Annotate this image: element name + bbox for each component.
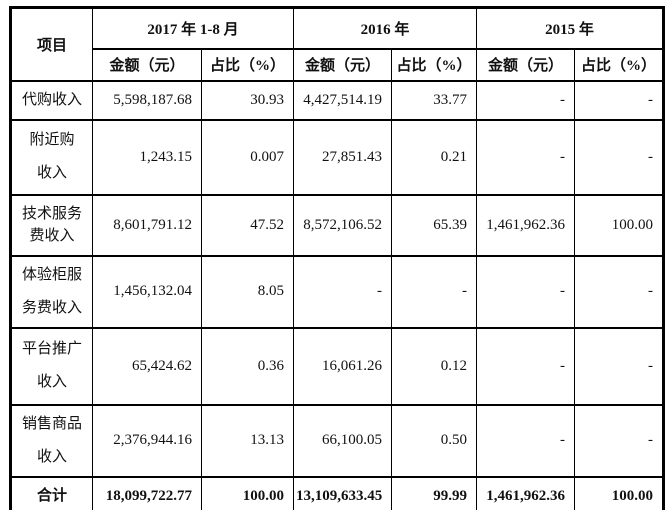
amount-cell: - [476,254,576,329]
ratio-cell: - [390,254,478,329]
total-ratio-cell: 100.00 [201,475,294,510]
ratio-cell: 0.12 [390,326,478,406]
amount-cell: 65,424.62 [92,326,202,406]
ratio-cell: 13.13 [201,403,294,478]
table-row: 销售商品 收入 2,376,944.16 13.13 66,100.05 0.5… [10,403,665,478]
header-amount-2015: 金额（元） [476,47,576,82]
amount-cell: 27,851.43 [293,118,392,196]
total-ratio-cell: 99.99 [390,475,478,510]
header-period-2017: 2017 年 1-8 月 [92,6,294,50]
row-label: 销售商品 收入 [10,403,93,478]
row-label: 体验柜服 务费收入 [10,254,93,329]
amount-cell: 1,456,132.04 [92,254,202,329]
table-row: 体验柜服 务费收入 1,456,132.04 8.05 - - - - [10,254,665,329]
ratio-cell: 8.05 [201,254,294,329]
header-row-measures: 金额（元） 占比（%） 金额（元） 占比（%） 金额（元） 占比（%） [11,47,665,82]
header-amount-2017: 金额（元） [92,47,202,82]
amount-cell: - [293,254,392,329]
table-row: 技术服务 费收入 8,601,791.12 47.52 8,572,106.52… [10,193,665,257]
row-label: 代购收入 [10,79,93,121]
header-ratio-2017: 占比（%） [201,47,294,82]
header-amount-2016: 金额（元） [293,47,392,82]
amount-cell: 8,601,791.12 [92,193,202,257]
amount-cell: - [476,326,576,406]
revenue-breakdown-table: 项目 2017 年 1-8 月 2016 年 2015 年 金额（元） 占比（%… [9,6,666,510]
ratio-cell: 30.93 [201,79,294,121]
ratio-cell: - [574,79,665,121]
ratio-cell: - [574,326,665,406]
amount-cell: 66,100.05 [293,403,392,478]
row-label: 附近购 收入 [10,118,93,196]
header-period-2015: 2015 年 [476,6,665,50]
total-ratio-cell: 100.00 [574,475,665,510]
ratio-cell: - [574,118,665,196]
amount-cell: 2,376,944.16 [92,403,202,478]
amount-cell: 1,243.15 [92,118,202,196]
amount-cell: - [476,79,576,121]
amount-cell: 8,572,106.52 [293,193,392,257]
row-label: 技术服务 费收入 [10,193,93,257]
ratio-cell: 47.52 [201,193,294,257]
header-item: 项目 [10,6,93,82]
total-row: 合计 18,099,722.77 100.00 13,109,633.45 99… [10,475,665,510]
amount-cell: 4,427,514.19 [293,79,392,121]
ratio-cell: 0.21 [390,118,478,196]
header-ratio-2016: 占比（%） [390,47,478,82]
header-ratio-2015: 占比（%） [574,47,665,82]
row-label: 平台推广 收入 [10,326,93,406]
ratio-cell: 0.50 [390,403,478,478]
ratio-cell: 33.77 [390,79,478,121]
header-row-periods: 项目 2017 年 1-8 月 2016 年 2015 年 [10,6,665,82]
ratio-cell: 0.36 [201,326,294,406]
total-label: 合计 [10,475,93,510]
table-row: 附近购 收入 1,243.15 0.007 27,851.43 0.21 - - [10,118,665,196]
ratio-cell: - [574,254,665,329]
ratio-cell: 65.39 [390,193,478,257]
table-row: 代购收入 5,598,187.68 30.93 4,427,514.19 33.… [10,79,665,121]
ratio-cell: 100.00 [574,193,665,257]
amount-cell: - [476,403,576,478]
total-amount-cell: 1,461,962.36 [476,475,576,510]
amount-cell: 16,061.26 [293,326,392,406]
ratio-cell: - [574,403,665,478]
ratio-cell: 0.007 [201,118,294,196]
total-amount-cell: 18,099,722.77 [92,475,202,510]
table-row: 平台推广 收入 65,424.62 0.36 16,061.26 0.12 - … [10,326,665,406]
header-period-2016: 2016 年 [292,6,478,50]
amount-cell: 5,598,187.68 [92,79,202,121]
amount-cell: - [476,118,576,196]
amount-cell: 1,461,962.36 [476,193,576,257]
total-amount-cell: 13,109,633.45 [293,475,392,510]
